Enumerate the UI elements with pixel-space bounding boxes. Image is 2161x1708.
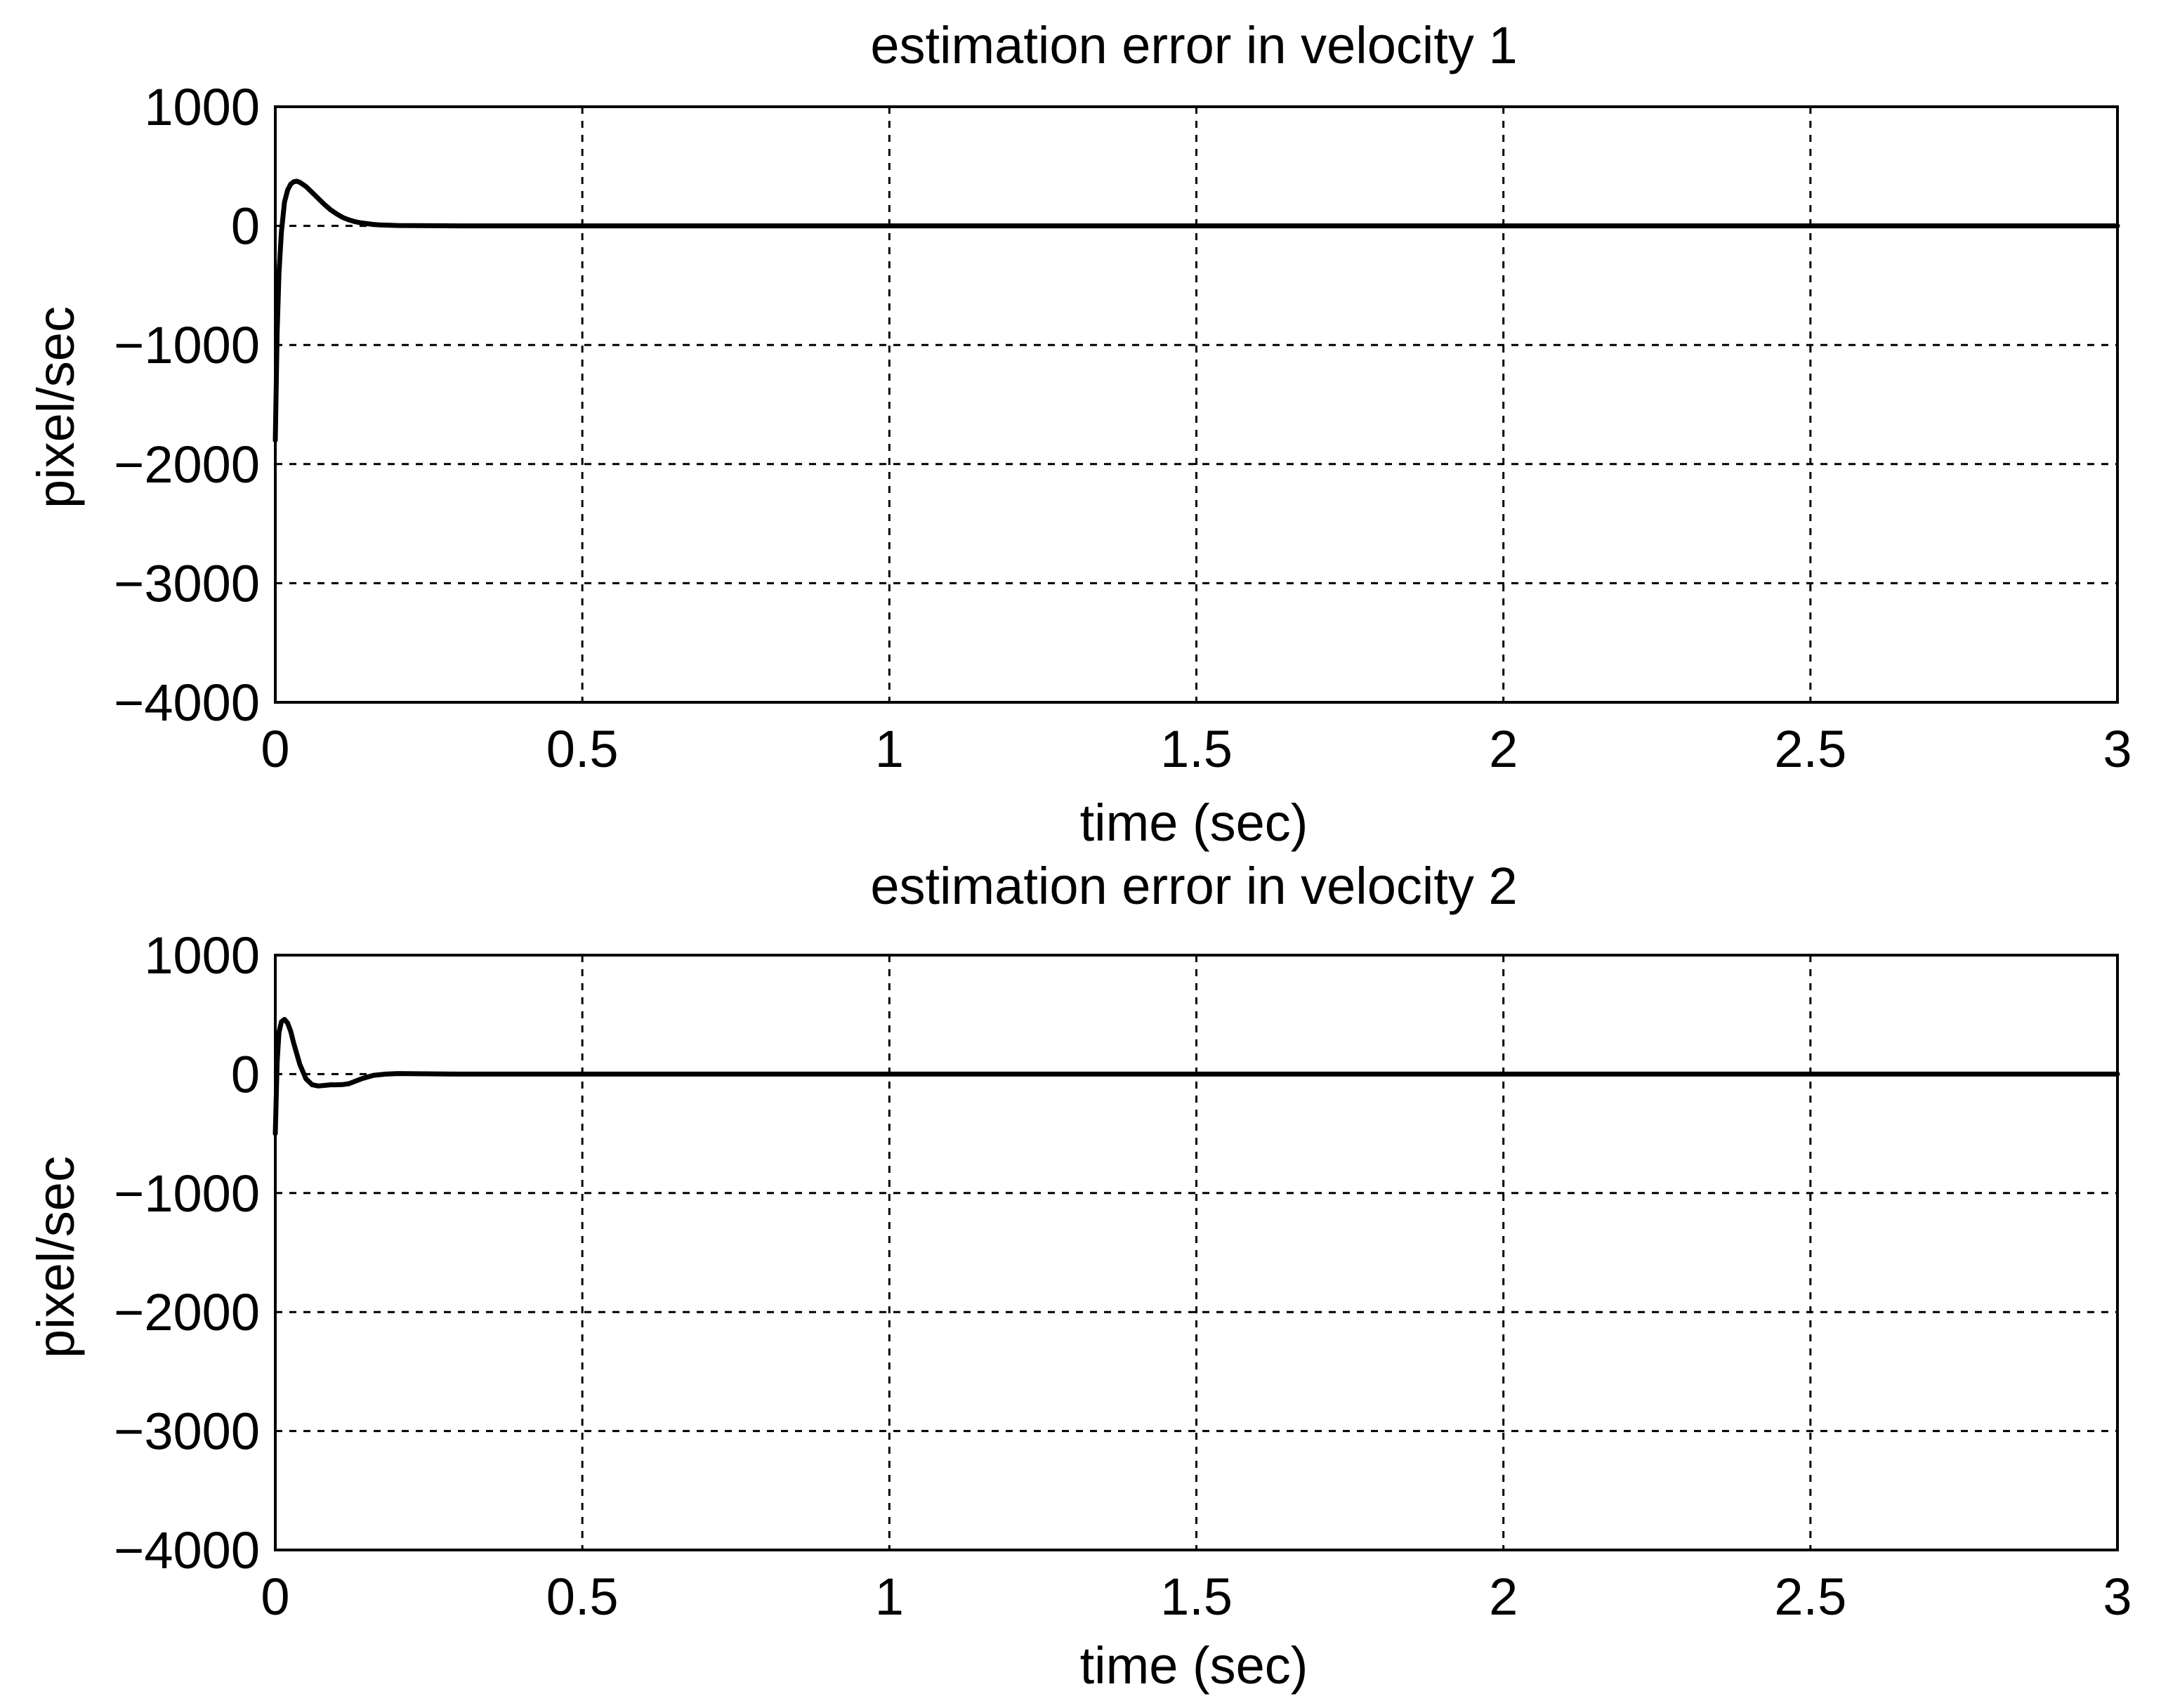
plot-frame [274, 105, 2119, 704]
y-tick-label: 0 [231, 197, 260, 256]
y-tick-label: −3000 [114, 1402, 260, 1461]
y-tick-labels: 1000 0 −1000 −2000 −3000 −4000 [114, 78, 260, 732]
y-tick-label: −2000 [114, 435, 260, 494]
y-tick-label: −3000 [114, 554, 260, 612]
x-tick-label: 2.5 [1774, 1568, 1846, 1626]
x-tick-label: 0 [261, 1568, 289, 1626]
x-tick-label: 0.5 [546, 1568, 619, 1626]
x-tick-label: 0.5 [546, 720, 619, 778]
subplot-velocity-2: estimation error in velocity 2 1000 0 −100… [27, 857, 2132, 1695]
x-tick-label: 3 [2103, 1568, 2132, 1626]
x-tick-labels: 0 0.5 1 1.5 2 2.5 3 [261, 720, 2132, 778]
x-tick-label: 1.5 [1160, 1568, 1233, 1626]
x-tick-label: 2 [1489, 720, 1518, 778]
series-line [272, 178, 2120, 443]
x-tick-label: 1.5 [1160, 720, 1233, 778]
y-tick-label: −4000 [114, 674, 260, 732]
y-axis-label: pixel/sec [27, 1156, 85, 1358]
y-tick-label: −1000 [114, 1164, 260, 1223]
x-tick-label: 1 [875, 1568, 904, 1626]
y-tick-label: 1000 [144, 926, 260, 985]
x-tick-label: 2 [1489, 1568, 1518, 1626]
y-axis-label: pixel/sec [27, 306, 85, 508]
x-tick-labels: 0 0.5 1 1.5 2 2.5 3 [261, 1568, 2132, 1626]
subplot-velocity-1: estimation error in velocity 1 1000 0 −100… [27, 16, 2132, 852]
x-axis-label: time (sec) [1080, 794, 1308, 852]
x-tick-label: 3 [2103, 720, 2132, 778]
x-tick-label: 2.5 [1774, 720, 1846, 778]
x-tick-label: 0 [261, 720, 289, 778]
x-axis-label: time (sec) [1080, 1636, 1308, 1695]
y-tick-label: −2000 [114, 1283, 260, 1341]
y-tick-label: −4000 [114, 1521, 260, 1579]
y-tick-labels: 1000 0 −1000 −2000 −3000 −4000 [114, 926, 260, 1579]
chart-title: estimation error in velocity 1 [870, 16, 1517, 74]
y-tick-label: −1000 [114, 316, 260, 374]
plot-frame [274, 954, 2119, 1551]
x-tick-label: 1 [875, 720, 904, 778]
chart-title: estimation error in velocity 2 [870, 857, 1517, 915]
series-line [272, 1017, 2120, 1136]
y-tick-label: 0 [231, 1045, 260, 1103]
y-tick-label: 1000 [144, 78, 260, 136]
